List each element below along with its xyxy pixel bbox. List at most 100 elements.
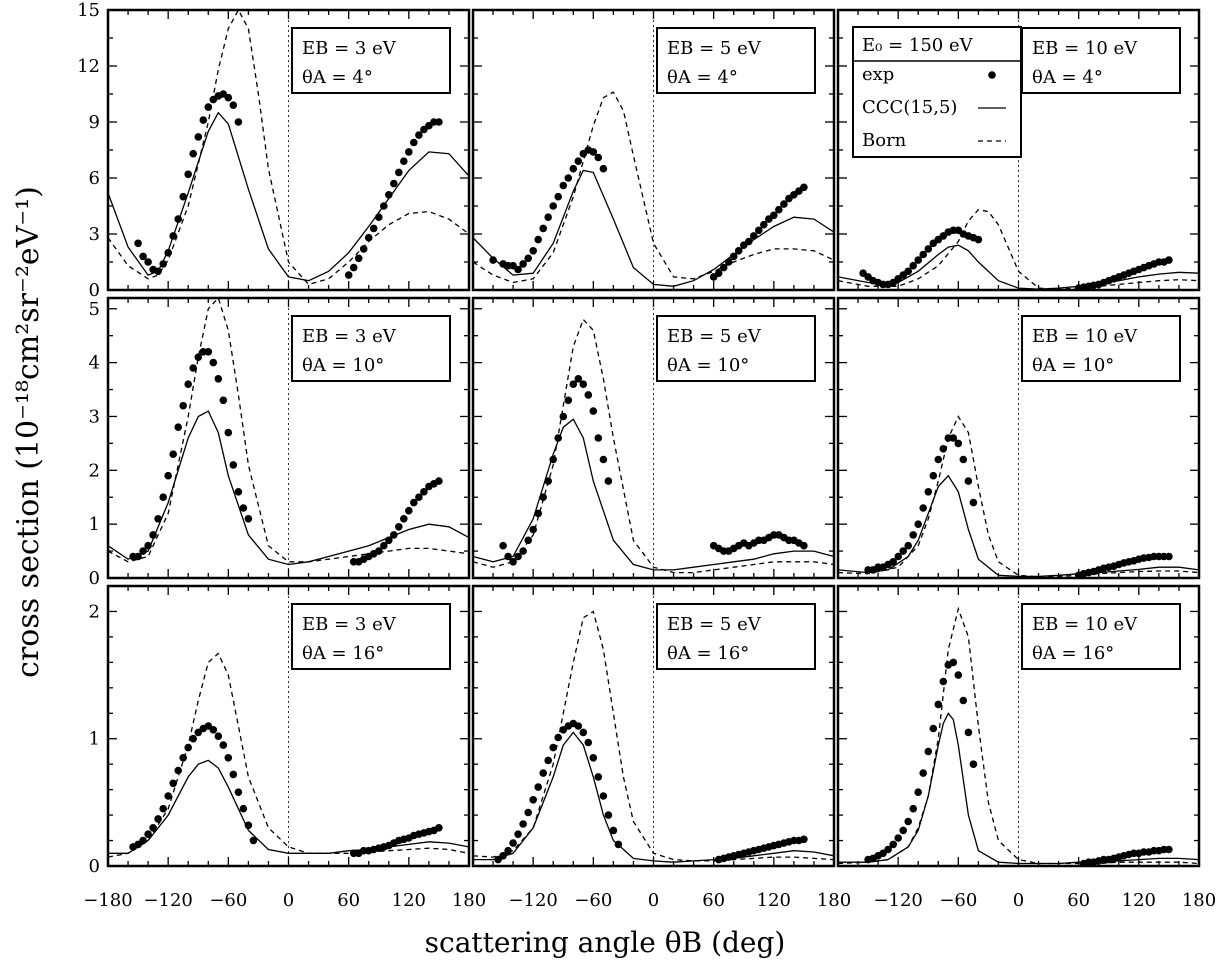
exp-point bbox=[224, 428, 233, 437]
curves bbox=[838, 606, 1199, 866]
exp-point bbox=[149, 531, 157, 539]
born-curve bbox=[108, 298, 469, 563]
ccc-curve bbox=[473, 169, 834, 287]
exp-point bbox=[775, 205, 783, 214]
exp-point bbox=[539, 493, 547, 502]
annotation-angle: θA = 16° bbox=[1032, 643, 1114, 664]
annotation-angle: θA = 4° bbox=[667, 67, 738, 88]
exp-point bbox=[909, 531, 917, 539]
exp-point bbox=[154, 815, 162, 823]
exp-point bbox=[385, 191, 393, 199]
exp-point bbox=[964, 477, 973, 485]
exp-point bbox=[949, 658, 958, 667]
exp-point bbox=[154, 267, 162, 276]
exp-point bbox=[154, 515, 162, 523]
exp-point bbox=[390, 531, 398, 539]
ccc-curve bbox=[838, 244, 1199, 290]
curves bbox=[838, 208, 1199, 290]
exp-point bbox=[199, 116, 208, 124]
exp-point bbox=[889, 558, 897, 566]
exp-point bbox=[400, 515, 408, 523]
exp-point bbox=[1165, 256, 1173, 264]
exp-point bbox=[344, 271, 353, 279]
exp-point bbox=[729, 252, 738, 261]
x-tick-label: −120 bbox=[873, 890, 922, 911]
exp-point bbox=[229, 461, 238, 469]
legend-label-ccc: CCC(15,5) bbox=[862, 97, 957, 118]
exp-point bbox=[435, 477, 443, 485]
exp-point bbox=[174, 423, 182, 432]
panel-frame bbox=[106, 584, 471, 868]
y-tick-label: 1 bbox=[89, 514, 100, 535]
exp-point bbox=[234, 118, 243, 126]
exp-point bbox=[159, 493, 167, 502]
born-curve bbox=[838, 606, 1199, 865]
exp-point bbox=[244, 515, 253, 523]
exp-point bbox=[755, 226, 763, 235]
curves bbox=[473, 91, 834, 287]
curves bbox=[838, 415, 1199, 578]
ccc-curve bbox=[108, 759, 469, 854]
y-tick-label: 3 bbox=[89, 224, 100, 245]
annotation-box bbox=[291, 27, 451, 94]
exp-point bbox=[574, 157, 583, 165]
annotation-energy: EB = 10 eV bbox=[1032, 614, 1138, 635]
ccc-curve bbox=[473, 731, 834, 863]
y-tick-label: 4 bbox=[89, 353, 100, 374]
exp-point bbox=[614, 840, 623, 849]
panel-r1c2: EB = 10 eV θA = 10° bbox=[836, 296, 1201, 580]
exp-point bbox=[579, 380, 588, 389]
exp-point bbox=[534, 235, 542, 244]
exp-point bbox=[919, 250, 927, 259]
exp-point bbox=[400, 157, 408, 165]
exp-point bbox=[594, 434, 603, 442]
y-tick-label: 3 bbox=[89, 406, 100, 427]
panel-r0c1: EB = 5 eV θA = 4° bbox=[471, 8, 836, 292]
exp-point bbox=[549, 455, 557, 464]
legend-marker-exp bbox=[988, 71, 996, 79]
exp-point bbox=[599, 792, 608, 800]
exp-point bbox=[169, 779, 177, 788]
exp-point bbox=[364, 233, 373, 242]
exp-point bbox=[209, 358, 218, 367]
exp-point bbox=[914, 520, 922, 528]
exp-point bbox=[144, 541, 152, 550]
exp-point bbox=[395, 168, 403, 177]
exp-point bbox=[609, 826, 618, 835]
exp-point bbox=[924, 747, 933, 756]
ccc-curve bbox=[838, 474, 1199, 578]
exp-point bbox=[524, 254, 532, 263]
exp-point bbox=[750, 232, 758, 240]
legend: E₀ = 150 eV exp CCC(15,5) Born bbox=[852, 26, 1022, 158]
annotation-angle: θA = 10° bbox=[1032, 355, 1114, 376]
exp-point bbox=[139, 252, 147, 261]
panel-r2c2: −120 −60 0 60 120 180 EB = 10 eV θA = 16° bbox=[836, 584, 1216, 911]
exp-point bbox=[204, 348, 213, 356]
exp-point bbox=[569, 380, 578, 389]
x-tick-label: −60 bbox=[574, 890, 612, 911]
exp-point bbox=[599, 455, 608, 464]
exp-point bbox=[579, 728, 588, 737]
exp-point bbox=[714, 269, 723, 278]
exp-point bbox=[889, 840, 897, 849]
exp-point bbox=[589, 407, 598, 415]
exp-point bbox=[529, 247, 537, 255]
panel-frame bbox=[106, 8, 471, 292]
exp-point bbox=[149, 824, 157, 832]
exp-point bbox=[420, 488, 428, 496]
panel-r1c0: 0 1 2 3 4 5 EB = 3 eV θA = 10° bbox=[89, 296, 471, 589]
exp-point bbox=[760, 220, 768, 229]
exp-point bbox=[904, 817, 912, 826]
exp-point bbox=[544, 477, 552, 485]
x-tick-label: −120 bbox=[508, 890, 557, 911]
exp-point bbox=[134, 552, 142, 561]
exp-point bbox=[884, 845, 892, 854]
exp-point bbox=[405, 506, 413, 515]
x-tick-label: 60 bbox=[702, 890, 725, 911]
exp-point bbox=[184, 170, 192, 179]
exp-point bbox=[949, 434, 958, 442]
exp-point bbox=[354, 254, 363, 263]
exp-point bbox=[894, 834, 902, 842]
panel-r0c2: EB = 10 eV θA = 4° bbox=[836, 8, 1201, 292]
